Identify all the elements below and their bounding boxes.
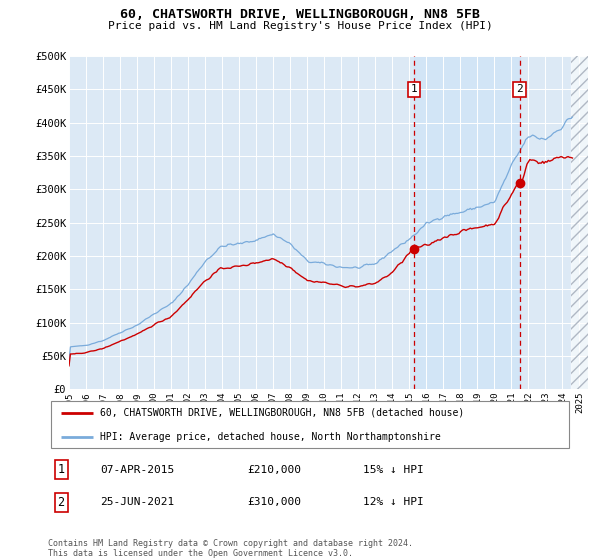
Text: 25-JUN-2021: 25-JUN-2021 bbox=[101, 497, 175, 507]
Text: 07-APR-2015: 07-APR-2015 bbox=[101, 465, 175, 475]
Bar bbox=[414, 56, 520, 389]
Bar bbox=[571, 56, 588, 389]
Text: £210,000: £210,000 bbox=[248, 465, 302, 475]
Text: 1: 1 bbox=[58, 463, 65, 477]
Text: £310,000: £310,000 bbox=[248, 497, 302, 507]
Text: 15% ↓ HPI: 15% ↓ HPI bbox=[363, 465, 424, 475]
Text: Contains HM Land Registry data © Crown copyright and database right 2024.
This d: Contains HM Land Registry data © Crown c… bbox=[48, 539, 413, 558]
Text: 1: 1 bbox=[410, 85, 417, 94]
Bar bbox=[571, 56, 588, 389]
FancyBboxPatch shape bbox=[50, 402, 569, 448]
Text: Price paid vs. HM Land Registry's House Price Index (HPI): Price paid vs. HM Land Registry's House … bbox=[107, 21, 493, 31]
Text: 2: 2 bbox=[58, 496, 65, 509]
Text: 2: 2 bbox=[516, 85, 523, 94]
Text: 60, CHATSWORTH DRIVE, WELLINGBOROUGH, NN8 5FB (detached house): 60, CHATSWORTH DRIVE, WELLINGBOROUGH, NN… bbox=[101, 408, 465, 418]
Text: 60, CHATSWORTH DRIVE, WELLINGBOROUGH, NN8 5FB: 60, CHATSWORTH DRIVE, WELLINGBOROUGH, NN… bbox=[120, 8, 480, 21]
Text: 12% ↓ HPI: 12% ↓ HPI bbox=[363, 497, 424, 507]
Text: HPI: Average price, detached house, North Northamptonshire: HPI: Average price, detached house, Nort… bbox=[101, 432, 441, 442]
